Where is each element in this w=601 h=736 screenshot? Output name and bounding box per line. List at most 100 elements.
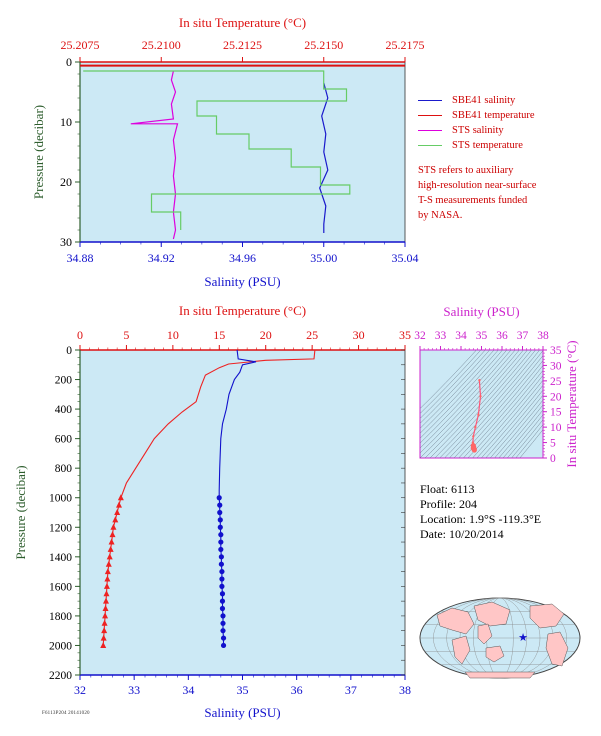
density-contour [472, 375, 543, 458]
density-contour [489, 394, 543, 458]
salinity-marker [220, 635, 227, 641]
salinity-marker [218, 532, 224, 538]
density-contour [502, 409, 543, 458]
left-axis-tick-label: 600 [55, 434, 73, 446]
temperature-marker [100, 641, 107, 648]
bottom-axis-tick-label: 33 [128, 683, 140, 697]
density-contour [498, 404, 543, 458]
temperature-marker [103, 582, 110, 589]
map-landmass [485, 645, 505, 663]
ts-top-axis-tick-label: 32 [414, 330, 426, 342]
density-contour [420, 350, 499, 434]
salinity-marker [218, 561, 224, 567]
near-surface-plot-area [79, 61, 406, 243]
density-contour [515, 424, 543, 458]
temperature-marker [112, 516, 119, 523]
ts-top-axis-tick-label: 38 [537, 330, 549, 342]
map-landmass [529, 603, 565, 629]
map-landmass [464, 671, 536, 679]
density-contour [420, 350, 482, 414]
density-contour [476, 380, 543, 458]
left-axis-tick-label: 1000 [49, 493, 72, 505]
left-axis-tick-label: 10 [60, 115, 72, 129]
left-axis-tick-label: 0 [66, 55, 72, 69]
density-contour [420, 350, 477, 409]
sts-note-line: STS refers to auxiliary [418, 165, 514, 176]
salinity-marker [217, 502, 223, 508]
salinity-marker [217, 524, 223, 530]
salinity-marker [217, 509, 223, 516]
left-axis-tick-label: 400 [55, 404, 73, 416]
left-axis-tick-label: 800 [55, 463, 73, 475]
legend-swatch-sts-temperature [418, 145, 442, 147]
legend-label-sts-salinity: STS salinity [452, 125, 504, 137]
density-contour [420, 350, 490, 424]
map-landmass [436, 607, 475, 635]
ts-point [474, 425, 477, 429]
sts-note-line: T-S measurements funded [418, 195, 528, 206]
top-axis-tick-label: 25 [306, 328, 318, 342]
legend-item-sts-salinity: STS salinity [418, 123, 535, 138]
ts-right-axis-tick-label: 15 [550, 407, 562, 419]
ts-point [470, 445, 476, 451]
ts-top-axis-tick-label: 34 [455, 330, 467, 342]
top-axis-title: In situ Temperature (°C) [179, 15, 306, 30]
bottom-axis-tick-label: 34 [182, 683, 194, 697]
temperature-marker [105, 560, 112, 567]
density-contour [420, 350, 508, 444]
left-axis-tick-label: 2000 [49, 640, 72, 652]
float-info: Float: 6113 Profile: 204 Location: 1.9°S… [420, 482, 541, 542]
temperature-marker [102, 612, 109, 619]
temperature-marker [104, 568, 111, 575]
salinity-marker [219, 576, 225, 582]
density-contour [444, 350, 540, 458]
top-axis-title: In situ Temperature (°C) [179, 303, 306, 318]
bottom-axis-tick-label: 35.00 [310, 251, 337, 265]
salinity-marker [219, 598, 226, 604]
salinity-marker [219, 605, 226, 612]
temperature-marker [109, 531, 116, 538]
ts-point [478, 379, 481, 382]
ts-top-axis-tick-label: 37 [517, 330, 529, 342]
density-contour [420, 350, 516, 454]
ts-right-axis-tick-label: 0 [550, 453, 556, 465]
left-axis-tick-label: 1200 [49, 522, 72, 534]
temperature-marker [103, 590, 110, 597]
series-sts-salinity [130, 70, 179, 240]
left-axis-tick-label: 1600 [49, 581, 72, 593]
temperature-marker [107, 545, 114, 552]
ts-series [470, 379, 482, 453]
bottom-axis-tick-label: 35.04 [392, 251, 419, 265]
full-profile-plot-area [79, 349, 406, 676]
temperature-marker [110, 523, 117, 530]
left-axis-tick-label: 2200 [49, 670, 72, 682]
legend: SBE41 salinity SBE41 temperature STS sal… [418, 93, 535, 153]
legend-item-sbe41-salinity: SBE41 salinity [418, 93, 535, 108]
salinity-marker [217, 517, 223, 523]
salinity-marker [219, 591, 226, 597]
temperature-marker [106, 553, 113, 560]
left-axis-tick-label: 1400 [49, 552, 72, 564]
temperature-marker [101, 619, 108, 626]
left-axis-title: Pressure (decibar) [31, 105, 46, 199]
map-landmass [473, 601, 511, 627]
salinity-marker [220, 613, 226, 619]
density-contour [439, 350, 536, 458]
left-axis-tick-label: 1800 [49, 611, 72, 623]
map-landmass [545, 631, 569, 667]
density-contour [420, 350, 503, 439]
bottom-axis-tick-label: 37 [345, 683, 357, 697]
density-contour [424, 350, 524, 458]
legend-swatch-sbe41-salinity [418, 100, 442, 102]
legend-swatch-sbe41-temperature [418, 115, 442, 117]
full-profile-series [100, 349, 316, 649]
density-contour [485, 389, 543, 458]
top-axis-tick-label: 25.2075 [61, 38, 100, 52]
location-map: ★ [419, 597, 581, 679]
salinity-marker [219, 583, 225, 589]
top-axis-tick-label: 15 [213, 328, 225, 342]
left-axis-tick-label: 200 [55, 375, 73, 387]
temperature-marker [101, 627, 108, 634]
ts-top-axis-tick-label: 35 [476, 330, 488, 342]
salinity-marker [219, 568, 225, 575]
